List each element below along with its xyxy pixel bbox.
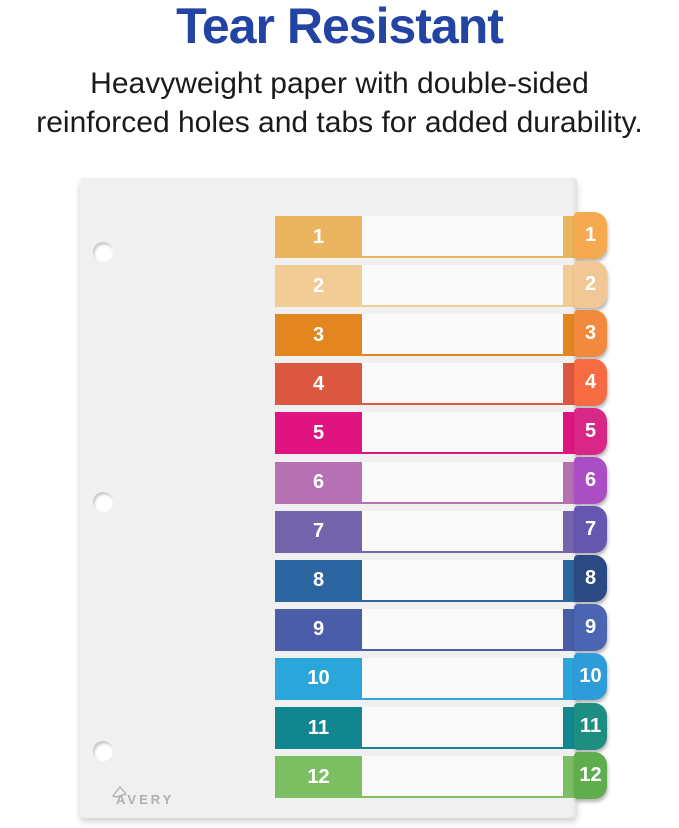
toc-row: 10 [275, 657, 577, 700]
index-tab: 7 [574, 506, 607, 554]
subheadline: Heavyweight paper with double-sided rein… [0, 64, 679, 142]
row-writing-area [362, 510, 577, 553]
row-number-block: 9 [275, 608, 362, 651]
row-writing-area [362, 657, 577, 700]
row-number: 5 [312, 421, 325, 444]
tab-number: 9 [584, 616, 597, 639]
row-edge-strip [563, 756, 577, 799]
row-writing-area [362, 608, 577, 651]
row-number: 8 [312, 569, 325, 592]
row-writing-area [362, 461, 577, 504]
row-number: 3 [312, 323, 325, 346]
toc-row: 12 [275, 756, 577, 799]
row-edge-strip [563, 461, 577, 504]
row-number-block: 6 [275, 461, 362, 504]
toc-row: 4 [275, 363, 577, 406]
index-tab: 1 [574, 211, 607, 259]
row-writing-area [362, 559, 577, 602]
tab-number: 4 [584, 370, 597, 393]
index-tab: 2 [574, 260, 607, 308]
row-edge-strip [563, 559, 577, 602]
row-number: 12 [307, 765, 330, 788]
tab-number: 6 [584, 469, 597, 491]
tab-number: 2 [584, 272, 597, 295]
tab-number: 8 [584, 567, 597, 590]
avery-triangle-icon [111, 785, 128, 798]
toc-row: 5 [275, 412, 577, 455]
row-number-block: 12 [275, 756, 362, 799]
index-tab: 3 [574, 309, 607, 357]
tab-number: 11 [579, 714, 602, 737]
punch-hole-top [93, 242, 113, 262]
header: Tear Resistant Heavyweight paper with do… [0, 0, 679, 142]
row-number: 11 [307, 716, 330, 739]
row-writing-area [362, 707, 577, 749]
toc-row: 3 [275, 314, 577, 357]
index-tab: 8 [574, 555, 607, 603]
row-number-block: 5 [275, 412, 362, 455]
row-writing-area [362, 363, 577, 406]
row-number-block: 11 [275, 707, 362, 749]
row-writing-area [362, 314, 577, 357]
row-writing-area [362, 412, 577, 455]
row-edge-strip [563, 707, 577, 749]
index-tab: 9 [574, 604, 607, 652]
divider-rows: 1 2 3 4 5 6 7 8 9 10 11 12 [80, 178, 577, 818]
tab-number: 10 [579, 665, 602, 688]
punch-hole-bottom [93, 741, 113, 761]
row-number-block: 8 [275, 559, 362, 602]
row-number: 4 [312, 372, 325, 395]
punch-hole-middle [93, 492, 113, 512]
row-edge-strip [563, 657, 577, 700]
row-number: 1 [312, 225, 325, 248]
toc-row: 2 [275, 265, 577, 308]
row-edge-strip [563, 314, 577, 357]
row-edge-strip [563, 265, 577, 308]
headline: Tear Resistant [176, 0, 504, 54]
tab-number: 3 [584, 321, 597, 344]
subheadline-line1: Heavyweight paper with double-sided [90, 67, 589, 100]
index-tab: 5 [574, 407, 607, 455]
row-writing-area [362, 756, 577, 799]
index-tab: 12 [574, 751, 607, 799]
index-tab: 11 [574, 702, 607, 750]
subheadline-line2: reinforced holes and tabs for added dura… [36, 106, 643, 139]
toc-row: 8 [275, 559, 577, 602]
avery-logo: AVERY [111, 785, 175, 807]
row-number-block: 3 [275, 314, 362, 357]
row-number-block: 2 [275, 265, 362, 308]
toc-row: 6 [275, 461, 577, 504]
index-tab: 10 [574, 653, 607, 701]
row-number-block: 10 [275, 657, 362, 700]
row-writing-area [362, 265, 577, 308]
row-edge-strip [563, 363, 577, 406]
tab-number: 5 [584, 419, 597, 442]
row-edge-strip [563, 608, 577, 651]
row-number: 7 [312, 520, 325, 543]
row-number: 6 [312, 471, 325, 493]
row-number: 9 [312, 618, 325, 641]
divider-tabs: 1 2 3 4 5 6 7 8 9 10 11 12 [80, 178, 607, 818]
toc-row: 9 [275, 608, 577, 651]
row-number: 2 [312, 274, 325, 297]
row-edge-strip [563, 216, 577, 258]
toc-row: 11 [275, 707, 577, 749]
row-writing-area [362, 216, 577, 258]
row-number-block: 7 [275, 510, 362, 553]
index-tab: 4 [574, 358, 607, 406]
toc-row: 1 [275, 216, 577, 258]
row-edge-strip [563, 510, 577, 553]
tab-number: 7 [584, 518, 597, 541]
index-tab: 6 [574, 457, 607, 504]
tab-number: 12 [579, 763, 602, 786]
divider-sheet: 1 2 3 4 5 6 7 8 9 10 11 12 1 2 3 4 5 6 7 8 9 10 11 12 AVERY [80, 178, 607, 818]
toc-row: 7 [275, 510, 577, 553]
row-number-block: 1 [275, 216, 362, 258]
row-number-block: 4 [275, 363, 362, 406]
row-number: 10 [307, 667, 330, 690]
tab-number: 1 [584, 223, 597, 246]
row-edge-strip [563, 412, 577, 455]
avery-wordmark: AVERY [116, 792, 175, 807]
